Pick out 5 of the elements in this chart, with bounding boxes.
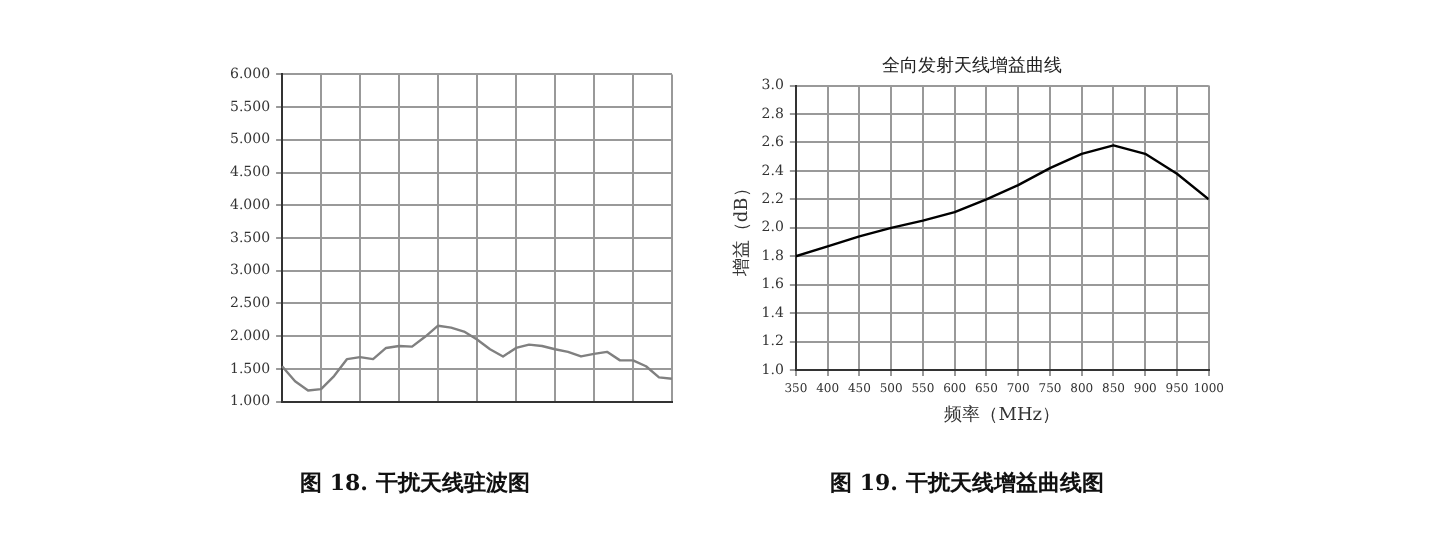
y-axis-title: 增益（dB） — [731, 179, 754, 279]
chart-title: 全向发射天线增益曲线 — [882, 55, 1062, 78]
caption: 图 18. 干扰天线驻波图 — [300, 468, 530, 498]
x-axis-title: 频率（MHz） — [944, 403, 1061, 426]
caption: 图 19. 干扰天线增益曲线图 — [830, 468, 1104, 498]
